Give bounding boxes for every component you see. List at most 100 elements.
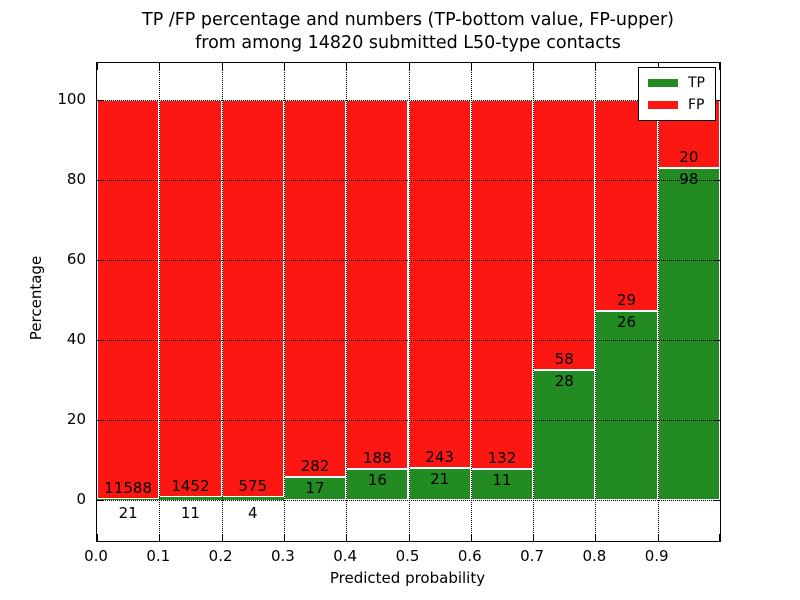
x-tick-mark [719,63,720,70]
x-tick-mark [470,63,472,70]
tp-count-label: 21 [118,504,138,522]
bar-segment-fp [470,100,534,470]
fp-count-label: 29 [616,290,637,309]
x-tick-mark [97,63,98,70]
v-gridline [159,63,161,541]
legend-swatch-tp [648,79,678,87]
v-gridline [533,63,535,541]
v-gridline [408,63,410,541]
legend-swatch-fp [648,101,678,109]
y-tick-label: 100 [57,90,86,108]
bar-segment-fp [595,100,658,311]
x-tick-label: 0.1 [146,547,171,565]
legend-label: TP [688,75,705,91]
y-tick-mark [97,100,104,101]
v-gridline [657,63,659,541]
y-tick-mark [97,420,104,421]
v-gridline [470,63,472,541]
bar-segment-tp [533,369,596,500]
x-tick-mark [595,63,597,70]
x-tick-label: 0.8 [582,547,607,565]
chart-title-line2: from among 14820 submitted L50-type cont… [195,33,621,53]
fp-count-label: 188 [363,448,392,467]
y-tick-label: 20 [66,410,86,428]
bar-segment-fp [346,100,409,469]
y-tick-mark [97,500,104,501]
y-tick-mark [713,500,720,501]
tp-count-label: 11 [180,504,200,522]
tp-count-label: 26 [616,312,637,331]
x-tick-mark [719,534,720,541]
y-tick-mark [713,420,720,421]
x-tick-mark [408,534,410,541]
y-tick-mark [97,340,104,341]
x-tick-mark [159,63,161,70]
y-tick-mark [97,180,104,181]
bar-segment-tp [408,468,471,500]
x-tick-mark [221,534,223,541]
tp-count-label: 17 [305,479,325,498]
bar-segment-fp [159,100,222,497]
tp-count-label: 28 [554,371,574,390]
x-tick-mark [346,63,348,70]
chart-title: TP /FP percentage and numbers (TP-bottom… [88,9,728,55]
tp-count-label: 98 [679,169,699,188]
bar-segment-tp [657,167,720,500]
bar-segment-tp [221,497,284,500]
fp-count-label: 243 [425,448,454,467]
y-tick-mark [713,100,720,101]
bar-segment-tp [595,310,658,500]
fp-count-label: 20 [679,147,699,166]
fp-count-label: 282 [300,457,330,476]
bar-segment-fp [408,100,471,469]
x-tick-mark [97,534,98,541]
x-tick-mark [657,63,659,70]
x-tick-label: 0.2 [208,547,233,565]
fp-count-label: 575 [238,477,268,496]
y-tick-label: 40 [66,330,86,348]
legend-label: FP [688,97,705,113]
x-tick-mark [221,63,223,70]
legend-entry: FP [648,98,705,112]
y-tick-mark [713,180,720,181]
y-tick-mark [97,260,104,261]
x-tick-label: 0.9 [644,547,669,565]
x-tick-mark [533,534,535,541]
y-tick-label: 80 [66,170,86,188]
x-tick-label: 0.0 [84,547,108,565]
x-tick-label: 0.7 [520,547,545,565]
tp-count-label: 16 [367,470,387,489]
x-axis-label: Predicted probability [329,569,486,587]
y-tick-label: 60 [66,250,86,268]
bar-segment-fp [221,100,284,498]
fp-count-label: 132 [487,449,517,468]
x-tick-mark [283,534,285,541]
x-tick-label: 0.3 [270,547,295,565]
fp-count-label: 11588 [104,479,152,498]
tp-count-label: 11 [492,471,512,490]
bar-segment-fp [97,100,160,500]
x-tick-label: 0.5 [395,547,420,565]
y-tick-label: 0 [76,490,86,508]
v-gridline [283,63,285,541]
plot-area: TP FP 11588 21 1452 11 575 4 282 17 188 16 243 21 132… [96,62,721,542]
x-tick-mark [408,63,410,70]
x-tick-mark [657,534,659,541]
fp-count-label: 1452 [171,476,210,495]
bar-segment-tp [97,498,160,500]
x-tick-mark [159,534,161,541]
v-gridline [346,63,348,541]
x-tick-mark [346,534,348,541]
tp-count-label: 4 [247,504,258,522]
x-tick-mark [595,534,597,541]
x-tick-label: 0.4 [333,547,358,565]
bar-segment-fp [533,100,596,370]
legend-entry: TP [648,76,705,90]
y-tick-mark [713,260,720,261]
x-tick-mark [533,63,535,70]
x-tick-mark [283,63,285,70]
x-tick-label: 0.6 [457,547,482,565]
y-axis-label: Percentage [27,255,45,341]
v-gridline [595,63,597,541]
